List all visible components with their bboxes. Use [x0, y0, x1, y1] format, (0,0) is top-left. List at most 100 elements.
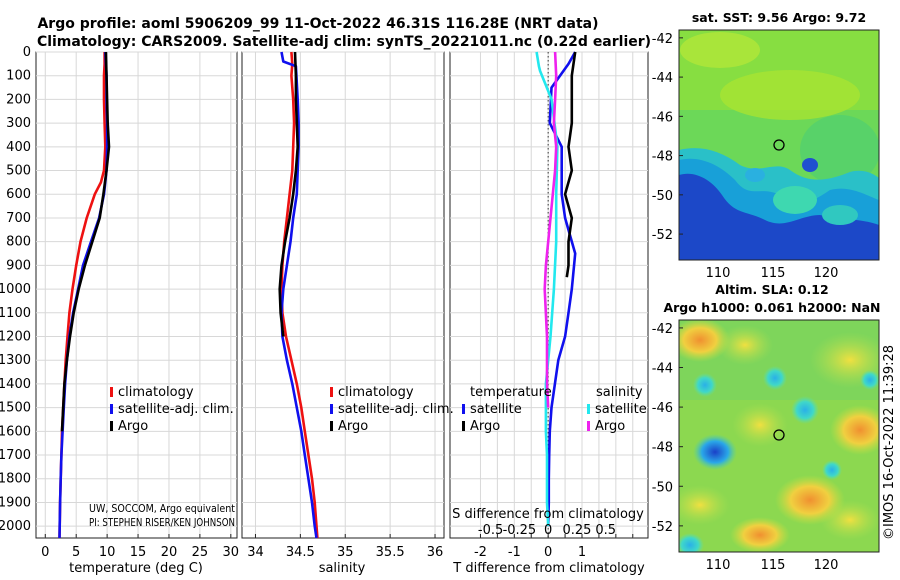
series-argo	[60, 51, 111, 432]
series-salinity-satellite	[535, 51, 559, 527]
legend-label: climatology	[118, 385, 194, 400]
map-x-tick-label: 110	[706, 558, 731, 573]
imos-credit: ©IMOS 16-Oct-2022 11:39:28	[882, 345, 897, 540]
depth-tick-label: 2000	[0, 519, 31, 534]
depth-tick-label: 1800	[0, 472, 31, 487]
figure-title-line1: Argo profile: aoml 5906209_99 11-Oct-202…	[37, 16, 598, 32]
map-y-tick-label: -52	[652, 520, 673, 535]
salinity-legend: climatology satellite-adj. clim. Argo	[330, 385, 454, 434]
x-tick-label: -1	[508, 545, 521, 560]
sla-map-frame	[678, 319, 880, 553]
s-tick-label: 0.5	[595, 523, 616, 538]
difference-legend: temperature salinity satellite Argo sate…	[462, 385, 647, 434]
difference-x-ticks: -2 -1 0 1	[474, 534, 634, 560]
map-y-tick-label: -46	[652, 110, 673, 125]
depth-tick-label: 100	[6, 69, 31, 84]
legend-label: satellite-adj. clim.	[338, 402, 454, 417]
x-tick-label: 1	[578, 545, 586, 560]
argo-location-marker	[773, 139, 785, 151]
legend-swatch-s-satellite	[587, 404, 590, 414]
legend-label: Argo	[470, 419, 500, 434]
map-y-tick-label: -44	[652, 71, 673, 86]
depth-tick-label: 400	[6, 140, 31, 155]
legend-label: climatology	[338, 385, 414, 400]
depth-tick-label: 800	[6, 235, 31, 250]
depth-tick-label: 500	[6, 164, 31, 179]
s-difference-ticks: -0.5 -0.25 0 0.25 0.5	[478, 523, 616, 538]
sla-map	[679, 320, 879, 552]
x-tick-label: 35.5	[376, 545, 405, 560]
legend-label: satellite-adj. clim.	[118, 402, 234, 417]
legend-swatch-argo	[110, 421, 113, 431]
s-tick-label: 0	[544, 523, 552, 538]
series-salinity-argo	[543, 51, 558, 408]
depth-tick-label: 1300	[0, 353, 31, 368]
salinity-x-ticks: 34 34.5 35 35.5 36	[247, 534, 443, 560]
argo-location-marker	[773, 429, 785, 441]
map-x-tick-label: 115	[761, 558, 786, 573]
note-line2: PI: STEPHEN RISER/KEN JOHNSON	[89, 516, 235, 529]
map-y-tick-label: -52	[652, 228, 673, 243]
sla-y-ticks: -42 -44 -46 -48 -50 -52	[652, 322, 683, 535]
map-y-tick-label: -48	[652, 150, 673, 165]
legend-swatch-climatology	[110, 387, 113, 397]
depth-tick-label: 1200	[0, 329, 31, 344]
series-temperature-satellite	[546, 51, 577, 527]
difference-x-label: T difference from climatology	[452, 561, 645, 576]
x-tick-label: 36	[427, 545, 444, 560]
map-x-tick-label: 110	[706, 266, 731, 281]
depth-tick-label: 1000	[0, 282, 31, 297]
map-y-tick-label: -50	[652, 480, 673, 495]
legend-swatch-satellite	[330, 404, 333, 414]
sst-map-title: sat. SST: 9.56 Argo: 9.72	[692, 10, 866, 25]
legend-header-salinity: salinity	[596, 385, 643, 400]
map-x-tick-label: 115	[761, 266, 786, 281]
depth-tick-label: 1600	[0, 424, 31, 439]
map-x-tick-label: 120	[814, 558, 839, 573]
x-tick-label: 0	[41, 545, 49, 560]
x-tick-label: 20	[161, 545, 178, 560]
x-tick-label: 10	[99, 545, 116, 560]
salinity-panel	[241, 51, 445, 539]
depth-tick-label: 700	[6, 211, 31, 226]
figure-title-line2: Climatology: CARS2009. Satellite-adj cli…	[37, 34, 651, 50]
sst-map	[679, 30, 879, 260]
x-tick-label: 35	[337, 545, 354, 560]
depth-axis: 0 100 200 300 400 500 600 700 800 900 1000 1100 1200…	[0, 45, 31, 534]
temperature-x-label: temperature (deg C)	[69, 561, 203, 576]
legend-swatch-t-satellite	[462, 404, 465, 414]
s-tick-label: -0.5	[478, 523, 503, 538]
depth-tick-label: 1900	[0, 495, 31, 510]
x-tick-label: 5	[72, 545, 80, 560]
temperature-legend: climatology satellite-adj. clim. Argo	[110, 385, 234, 434]
temperature-panel	[35, 51, 238, 539]
s-tick-label: -0.25	[503, 523, 537, 538]
x-tick-label: 34	[247, 545, 264, 560]
map-y-tick-label: -42	[652, 32, 673, 47]
depth-tick-label: 1500	[0, 401, 31, 416]
legend-swatch-climatology	[330, 387, 333, 397]
map-y-tick-label: -42	[652, 322, 673, 337]
map-y-tick-label: -46	[652, 401, 673, 416]
s-tick-label: 0.25	[562, 523, 591, 538]
depth-tick-label: 600	[6, 187, 31, 202]
sla-x-ticks: 110 115 120	[706, 558, 839, 573]
legend-swatch-s-argo	[587, 421, 590, 431]
x-tick-label: 0	[544, 545, 552, 560]
depth-tick-label: 1400	[0, 377, 31, 392]
legend-swatch-t-argo	[462, 421, 465, 431]
credit-note: UW, SOCCOM, Argo equivalent PI: STEPHEN …	[89, 502, 236, 529]
legend-label: satellite	[595, 402, 647, 417]
legend-swatch-satellite	[110, 404, 113, 414]
map-y-tick-label: -48	[652, 441, 673, 456]
legend-label: Argo	[338, 419, 368, 434]
s-difference-label: S difference from climatology	[452, 507, 644, 522]
x-tick-label: -2	[474, 545, 487, 560]
series-climatology	[280, 51, 319, 539]
depth-tick-label: 1100	[0, 306, 31, 321]
legend-swatch-argo	[330, 421, 333, 431]
series-argo	[278, 51, 300, 337]
map-x-tick-label: 120	[814, 266, 839, 281]
sst-map-frame	[678, 29, 880, 261]
